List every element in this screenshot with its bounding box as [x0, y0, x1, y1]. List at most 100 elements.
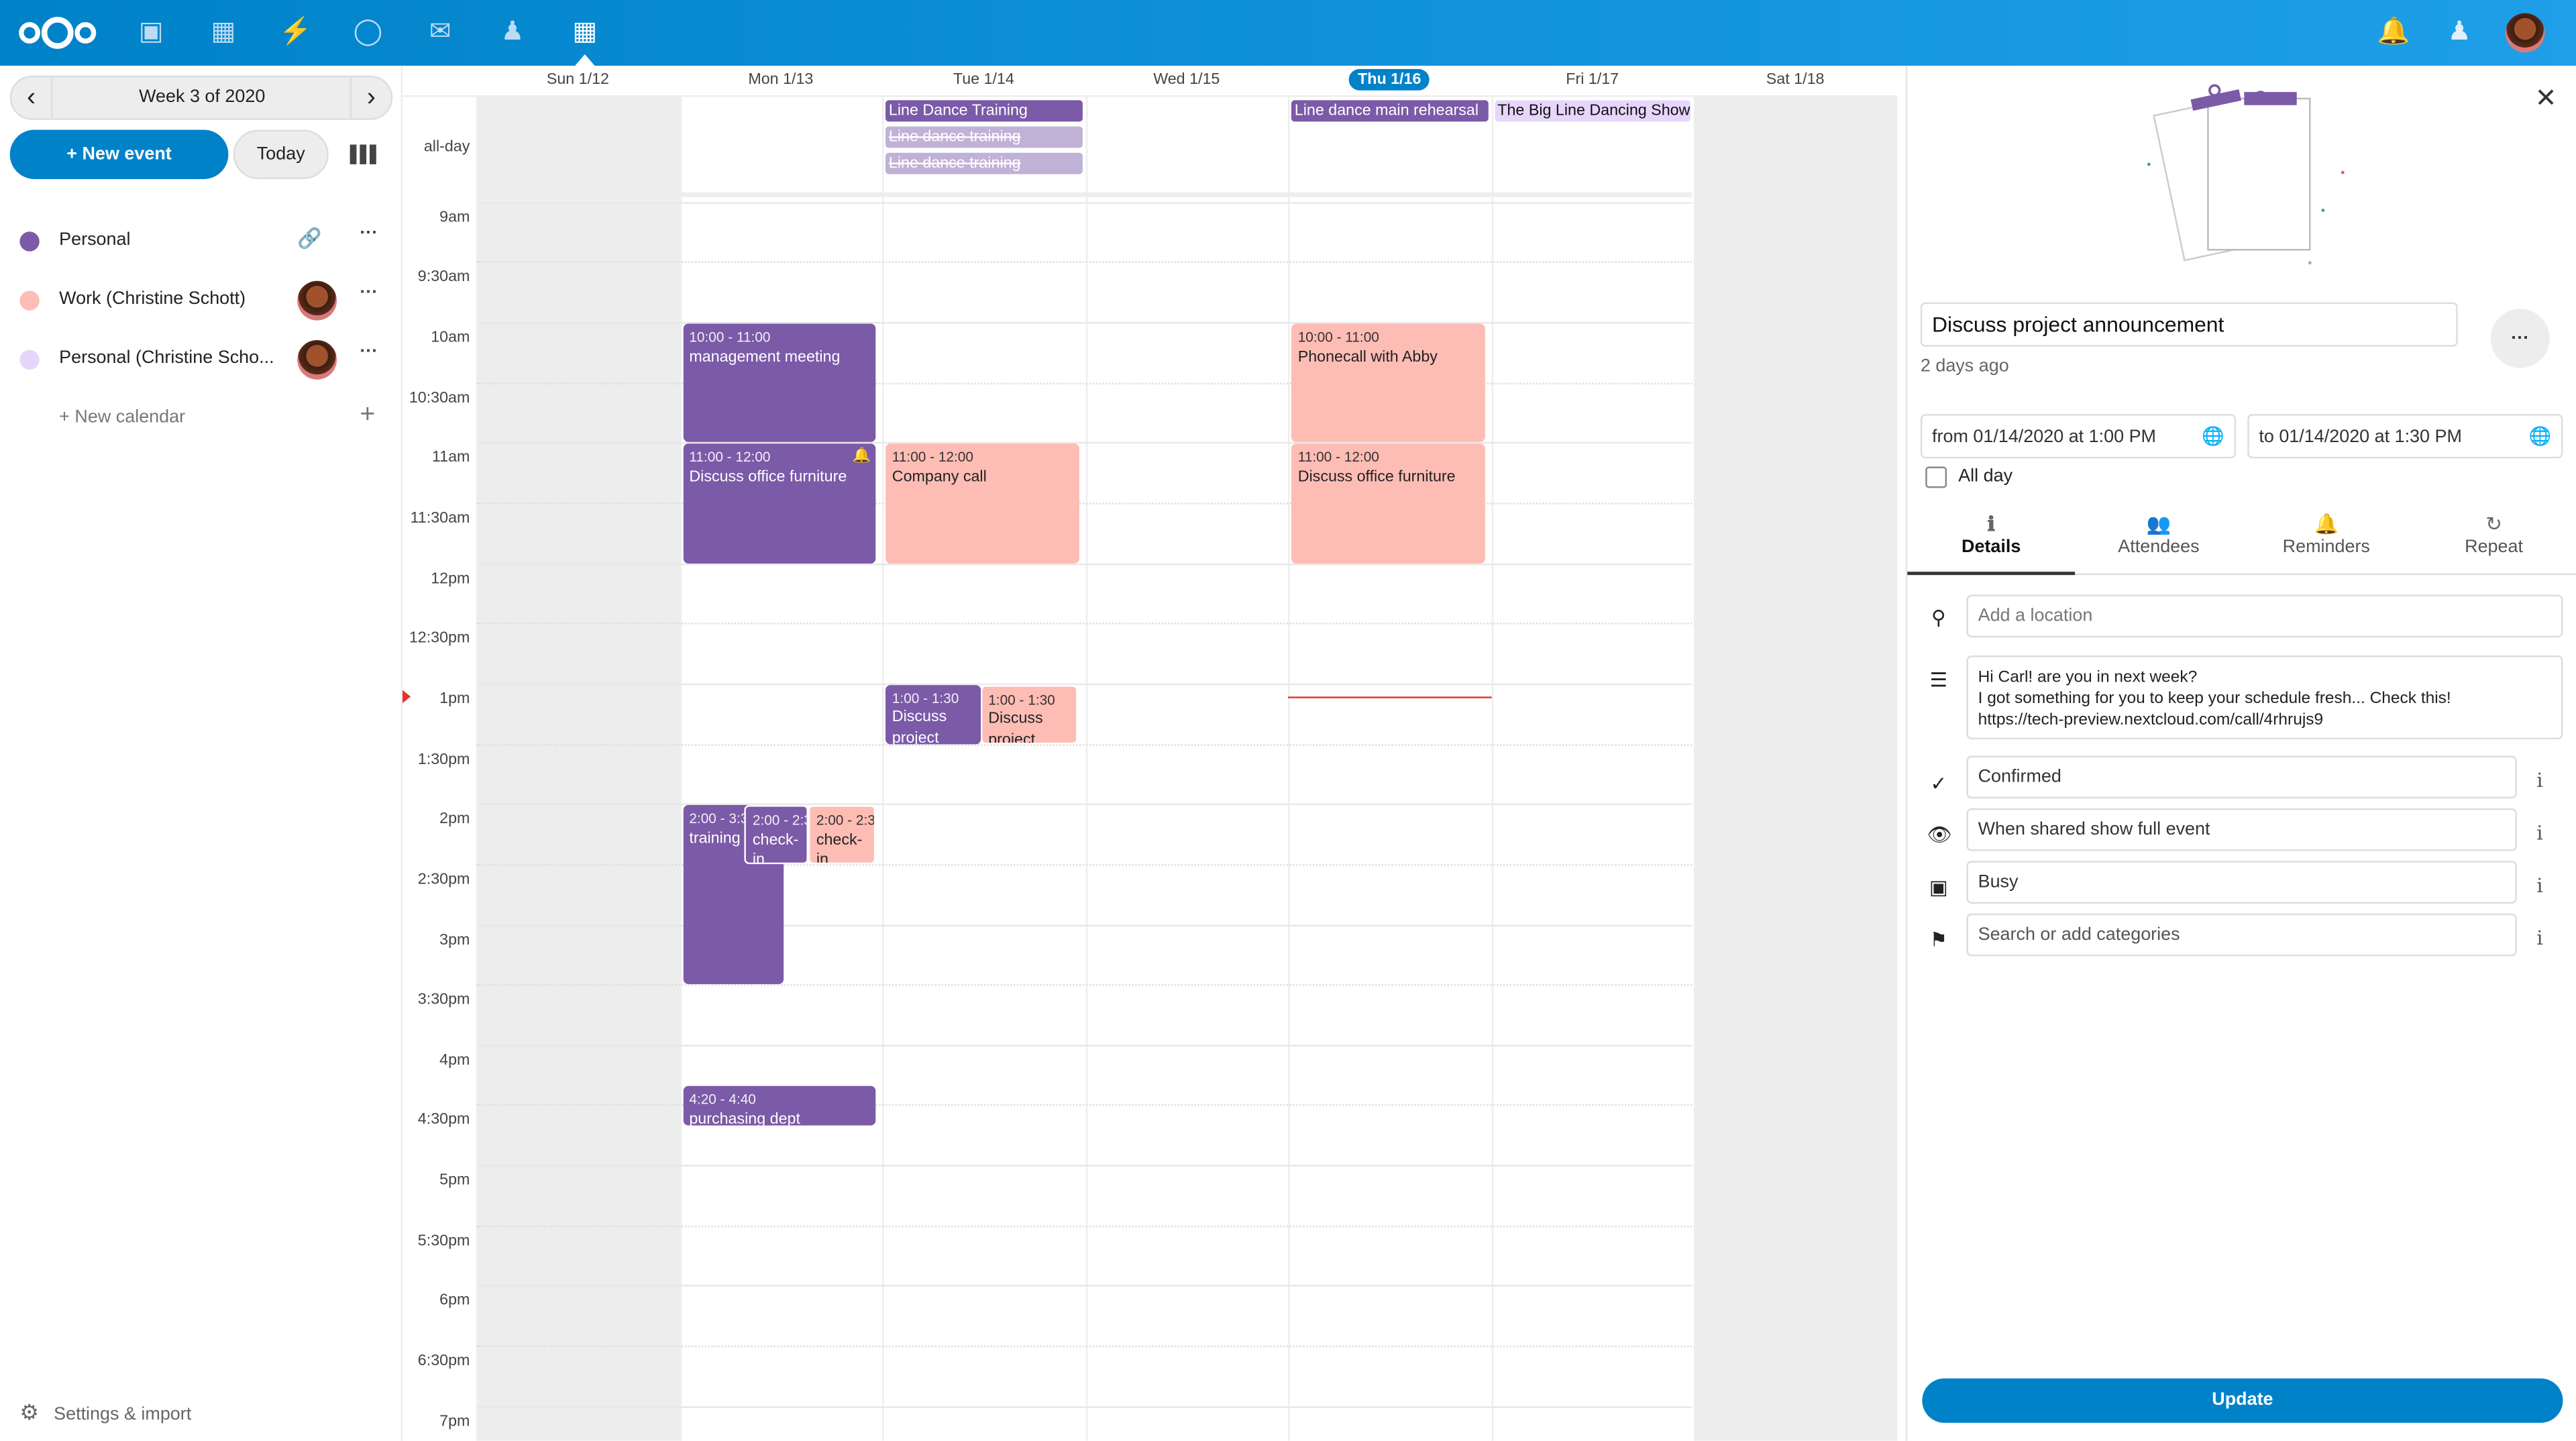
week-view: all-day Sun 1/12 Mon 1/13 Tue 1/14 Wed 1/15…	[402, 66, 1898, 1441]
share-link-icon[interactable]: 🔗	[297, 226, 322, 250]
calendar-event[interactable]: 1:00 - 1:30 Discuss project announcement	[979, 684, 1079, 744]
event-title-input[interactable]: Discuss project announcement	[1920, 302, 2458, 347]
calendar-actions-icon[interactable]: ···	[360, 282, 378, 303]
event-time: 10:00 - 11:00	[689, 328, 771, 345]
time-label: 5pm	[439, 1171, 470, 1190]
day-header-label: Thu 1/16	[1349, 68, 1430, 91]
status-select[interactable]: Confirmed	[1966, 755, 2517, 799]
day-header[interactable]: Fri 1/17	[1491, 66, 1693, 95]
calendar-item[interactable]: Personal 🔗 ···	[0, 217, 402, 266]
new-event-button[interactable]: + New event	[9, 129, 229, 179]
week-label[interactable]: Week 3 of 2020	[139, 87, 266, 107]
visibility-info-icon[interactable]: i	[2536, 821, 2543, 845]
all-day-event[interactable]: Line Dance Training	[885, 100, 1082, 122]
settings-button[interactable]: ⚙ Settings & import	[19, 1400, 191, 1426]
grid-line	[476, 623, 1693, 625]
tab-repeat[interactable]: ↻ Repeat	[2410, 513, 2576, 568]
day-column[interactable]	[1288, 95, 1491, 1441]
calendar-event[interactable]: 2:00 - 2:30 check-in	[808, 805, 876, 864]
files-icon[interactable]: ▣	[138, 17, 164, 46]
update-button[interactable]: Update	[1922, 1378, 2563, 1423]
event-title: purchasing dept	[689, 1110, 800, 1125]
tab-reminders[interactable]: 🔔 Reminders	[2243, 513, 2410, 568]
description-input[interactable]: Hi Carl! are you in next week? I got som…	[1966, 655, 2563, 740]
next-week-button[interactable]: ›	[350, 77, 391, 119]
availability-select[interactable]: Busy	[1966, 861, 2517, 904]
day-column[interactable]	[1693, 95, 1897, 1441]
mail-icon[interactable]: ✉	[429, 17, 451, 46]
calendar-item[interactable]: Work (Christine Schott) ···	[0, 276, 402, 325]
end-datetime-input[interactable]: to 01/14/2020 at 1:30 PM 🌐	[2247, 414, 2563, 459]
time-label: 12pm	[431, 569, 470, 588]
calendar-icon[interactable]: ▦	[572, 17, 598, 46]
talk-icon[interactable]: ◯	[353, 17, 383, 46]
day-column[interactable]	[882, 95, 1085, 1441]
all-day-event[interactable]: Line dance training	[885, 152, 1082, 174]
day-column[interactable]	[476, 95, 680, 1441]
grid-line	[476, 863, 1693, 866]
date-navigation: ‹ Week 3 of 2020 ›	[9, 75, 393, 120]
day-header[interactable]: Sun 1/12	[476, 66, 679, 95]
new-calendar-label: + New calendar	[59, 407, 186, 427]
calendar-actions-icon[interactable]: ···	[360, 341, 378, 362]
calendar-color-dot[interactable]	[19, 231, 40, 252]
day-column[interactable]	[679, 95, 882, 1441]
categories-input[interactable]: Search or add categories	[1966, 913, 2517, 957]
day-header-label: Tue 1/14	[953, 70, 1014, 89]
plus-icon: +	[360, 401, 376, 429]
today-button[interactable]: Today	[233, 129, 329, 179]
photos-icon[interactable]: ▦	[211, 17, 236, 46]
day-column[interactable]	[1491, 95, 1693, 1441]
all-day-event[interactable]: Line dance training	[885, 126, 1082, 148]
event-title: Discuss project announcement	[892, 708, 947, 744]
status-info-icon[interactable]: i	[2536, 769, 2543, 792]
calendar-color-dot[interactable]	[19, 350, 40, 370]
calendar-event[interactable]: 1:00 - 1:30 Discuss project announcement	[885, 684, 980, 744]
event-title: Company call	[892, 468, 987, 486]
contacts-icon[interactable]: ♟	[500, 17, 525, 46]
view-selector-icon[interactable]	[350, 144, 376, 164]
nextcloud-logo[interactable]	[16, 15, 98, 51]
tab-attendees[interactable]: 👥 Attendees	[2075, 513, 2243, 568]
grid-line	[476, 683, 1693, 685]
previous-week-button[interactable]: ‹	[11, 77, 53, 119]
day-header[interactable]: Wed 1/15	[1085, 66, 1288, 95]
new-calendar-button[interactable]: + New calendar +	[59, 401, 388, 429]
timezone-globe-icon[interactable]: 🌐	[2528, 427, 2552, 447]
calendar-color-dot[interactable]	[19, 290, 40, 311]
visibility-select[interactable]: When shared show full event	[1966, 808, 2517, 851]
user-avatar[interactable]	[2505, 13, 2545, 53]
all-day-event[interactable]: Line dance main rehearsal	[1291, 100, 1488, 122]
calendar-event[interactable]: 4:20 - 4:40 purchasing dept	[682, 1086, 876, 1125]
day-column[interactable]	[1085, 95, 1288, 1441]
location-input[interactable]: Add a location	[1966, 594, 2563, 638]
owner-avatar	[297, 280, 337, 321]
day-header[interactable]: Mon 1/13	[680, 66, 882, 95]
calendar-event[interactable]: 2:00 - 2:30 check-in	[744, 805, 808, 864]
all-day-checkbox[interactable]	[1925, 466, 1947, 488]
calendar-event[interactable]: 10:00 - 11:00 management meeting	[682, 323, 876, 443]
day-header[interactable]: Sat 1/18	[1694, 66, 1896, 95]
calendar-event[interactable]: 11:00 - 12:00 Discuss office furniture 🔔	[682, 443, 876, 564]
categories-info-icon[interactable]: i	[2536, 926, 2543, 950]
event-title: training	[689, 829, 741, 847]
calendar-item[interactable]: Personal (Christine Scho... ···	[0, 335, 402, 384]
calendar-event[interactable]: 10:00 - 11:00 Phonecall with Abby	[1291, 323, 1485, 443]
calendar-event[interactable]: 11:00 - 12:00 Company call	[885, 443, 1079, 564]
activity-icon[interactable]: ⚡	[279, 17, 313, 46]
notifications-icon[interactable]: 🔔	[2377, 17, 2410, 46]
day-header[interactable]: Thu 1/16	[1288, 66, 1491, 95]
day-header-label: Wed 1/15	[1153, 70, 1220, 89]
start-datetime-input[interactable]: from 01/14/2020 at 1:00 PM 🌐	[1920, 414, 2237, 459]
time-label: 5:30pm	[417, 1232, 470, 1250]
contacts-menu-icon[interactable]: ♟	[2447, 17, 2471, 46]
more-actions-button[interactable]: ···	[2490, 309, 2550, 368]
calendar-event[interactable]: 11:00 - 12:00 Discuss office furniture	[1291, 443, 1485, 564]
all-day-event[interactable]: The Big Line Dancing Show	[1494, 100, 1691, 122]
availability-info-icon[interactable]: i	[2536, 873, 2543, 898]
calendar-actions-icon[interactable]: ···	[360, 223, 378, 244]
tab-details[interactable]: ℹ Details	[1907, 513, 2075, 568]
timezone-globe-icon[interactable]: 🌐	[2202, 427, 2224, 447]
day-header[interactable]: Tue 1/14	[882, 66, 1085, 95]
close-icon[interactable]: ✕	[2534, 85, 2557, 113]
